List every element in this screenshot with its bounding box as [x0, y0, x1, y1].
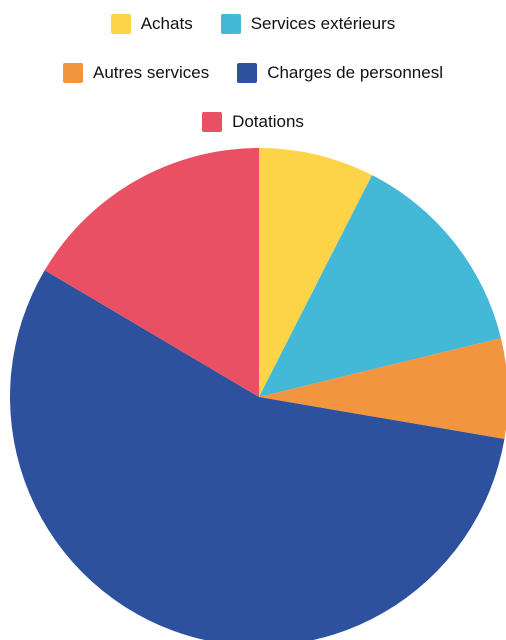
pie-slice-services-ext-rieurs: [259, 175, 501, 397]
legend-row: Dotations: [0, 106, 506, 138]
legend-label-charges-de-personnel: Charges de personnesl: [267, 63, 443, 82]
legend-item-autres-services: Autres services: [63, 63, 209, 83]
legend-swatch-autres-services: [63, 63, 83, 83]
pie-slice-dotations: [44, 148, 260, 397]
legend-label-services-exterieurs: Services extérieurs: [250, 14, 396, 33]
legend-item-achats: Achats: [110, 14, 193, 34]
pie-slice-achats: [259, 148, 373, 397]
legend-item-services-exterieurs: Services extérieurs: [220, 14, 396, 34]
chart-legend: Achats Services extérieurs Autres servic…: [0, 8, 506, 155]
legend-row: Autres services Charges de personnesl: [0, 57, 506, 89]
legend-label-achats: Achats: [140, 14, 193, 33]
legend-swatch-achats: [110, 14, 131, 34]
legend-swatch-charges-de-personnel: [237, 63, 258, 83]
pie-slice-autres-services: [259, 338, 506, 440]
legend-label-dotations: Dotations: [232, 112, 304, 131]
pie-slice-charges-de-personnesl: [10, 270, 505, 640]
legend-swatch-dotations: [202, 112, 223, 132]
legend-item-dotations: Dotations: [202, 112, 304, 132]
pie-slices: [10, 148, 506, 640]
legend-swatch-services-exterieurs: [220, 14, 241, 34]
legend-row: Achats Services extérieurs: [0, 8, 506, 40]
legend-label-autres-services: Autres services: [93, 63, 210, 82]
legend-item-charges-de-personnel: Charges de personnesl: [237, 63, 443, 83]
